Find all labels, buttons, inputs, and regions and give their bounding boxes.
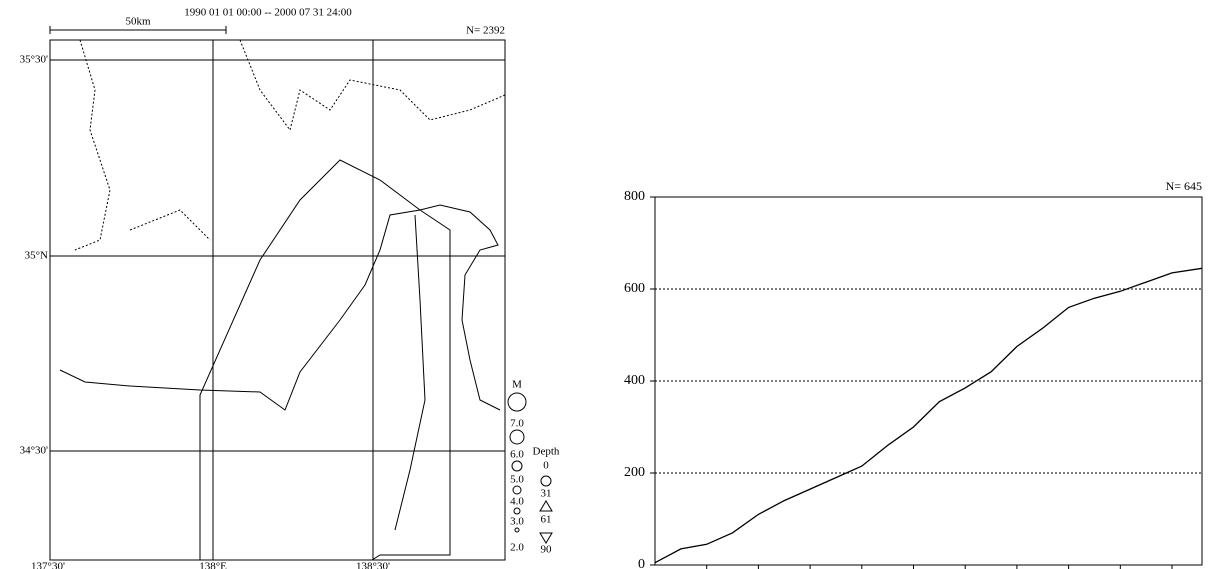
legend-label: 4.0 (510, 496, 524, 508)
legend-symbol (509, 429, 525, 445)
prefecture-border (74, 39, 506, 251)
lat-label: 35°30' (20, 54, 48, 66)
y-tick-label: 200 (624, 465, 645, 480)
y-tick-label: 600 (624, 281, 645, 296)
map (49, 26, 506, 561)
legend-symbol (507, 392, 527, 412)
boundary (394, 214, 426, 531)
lat-label: 34°30' (20, 445, 48, 457)
lat-label: 35°N (25, 250, 48, 262)
line (654, 267, 1203, 564)
legend-label: 5.0 (510, 474, 524, 486)
map-count: N= 2392 (466, 25, 505, 37)
legend-label: 61 (541, 514, 552, 526)
depth-symbol (539, 500, 553, 512)
legend-label: 2.0 (510, 542, 524, 554)
lon-label: 137°30' (31, 561, 65, 569)
y-tick-label: 400 (624, 373, 645, 388)
legend-label: 31 (541, 488, 552, 500)
legend-title: Depth (533, 446, 560, 458)
legend-title: M (512, 379, 522, 391)
lon-label: 138°30' (356, 561, 390, 569)
legend-label: 3.0 (510, 516, 524, 528)
legend-label: 0 (543, 460, 549, 472)
lon-label: 138°E (199, 561, 227, 569)
legend-symbol (512, 485, 522, 495)
legend (507, 392, 553, 544)
legend-label: 90 (541, 544, 553, 556)
depth-symbol (539, 532, 553, 544)
legend-label: 7.0 (510, 418, 524, 430)
map-title: 1990 01 01 00:00 -- 2000 07 31 24:00 (184, 7, 352, 19)
scale-label: 50km (125, 16, 151, 28)
y-tick-label: 0 (638, 557, 645, 569)
chart-title: N= 645 (1166, 179, 1202, 193)
boundary (199, 159, 451, 561)
legend-label: 6.0 (510, 449, 524, 461)
coastline (59, 204, 501, 411)
scale-bar (49, 26, 227, 34)
legend-symbol (513, 507, 521, 515)
y-tick-label: 800 (624, 189, 645, 204)
depth-symbol (540, 475, 552, 487)
legend-symbol (511, 460, 523, 472)
legend-symbol (514, 527, 520, 533)
map-frame (49, 39, 506, 561)
